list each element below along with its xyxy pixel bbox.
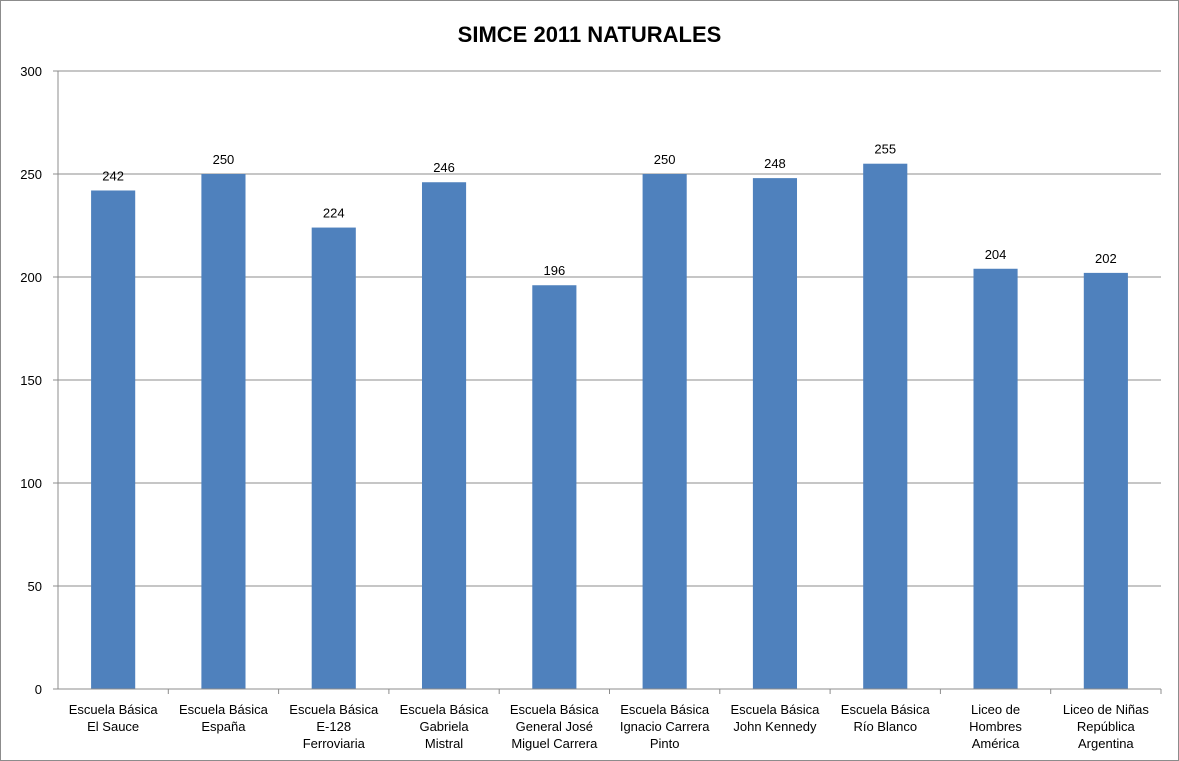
chart-title: SIMCE 2011 NATURALES [457,22,722,47]
data-label: 255 [874,142,896,157]
category-label-line: Escuela Básica [400,702,490,717]
category-label-line: Gabriela [419,719,469,734]
category-label: Escuela Básica Gabriela Mistral [400,702,490,751]
category-labels: Escuela Básica El Sauce Escuela Básica Espa… [69,702,1150,751]
data-label: 248 [764,156,786,171]
category-label-line: Hombres [969,719,1022,734]
data-label: 246 [433,160,455,175]
category-label: Escuela Básica John Kennedy [731,702,821,734]
bar [421,182,467,690]
bar [642,174,687,689]
bar [91,190,136,690]
category-label: Escuela Básica Río Blanco [841,702,931,734]
category-label-line: Liceo de [971,702,1020,717]
bar [973,268,1018,689]
y-tick-label: 50 [28,579,42,594]
bar [201,174,246,689]
category-label-line: Escuela Básica [510,702,600,717]
data-label: 204 [985,247,1007,262]
data-label: 250 [654,152,676,167]
category-label: Escuela Básica Ignacio Carrera Pinto [620,702,710,751]
category-label: Escuela Básica España [179,702,269,734]
y-tick-label: 100 [20,476,42,491]
bar [311,227,356,689]
y-tick-label: 200 [20,270,42,285]
category-label: Escuela Básica E-128 Ferroviaria [289,702,379,751]
category-label-line: E-128 [316,719,351,734]
category-label-line: Río Blanco [853,719,917,734]
category-label: Liceo de Hombres América [969,702,1022,751]
category-label-line: John Kennedy [733,719,817,734]
y-tick-label: 300 [20,64,42,79]
category-label-line: Escuela Básica [731,702,821,717]
y-tick-label: 250 [20,167,42,182]
data-labels: 242 250 224 246 196 250 248 255 204 202 [102,142,1116,279]
data-label: 242 [102,168,124,183]
category-label: Liceo de Niñas República Argentina [1063,702,1149,751]
category-label-line: América [972,736,1020,751]
bar [752,178,798,689]
bar [1083,272,1128,689]
bars [91,163,1128,690]
y-axis-ticks: 0 50 100 150 200 250 300 [20,64,42,697]
category-label-line: Escuela Básica [841,702,931,717]
category-label-line: Mistral [425,736,463,751]
category-label: Escuela Básica El Sauce [69,702,159,734]
category-label-line: España [201,719,246,734]
category-label-line: Ignacio Carrera [620,719,710,734]
category-label: Escuela Básica General José Miguel Carrera [510,702,600,751]
category-label-line: Pinto [650,736,680,751]
category-label-line: Ferroviaria [303,736,366,751]
category-label-line: Liceo de Niñas [1063,702,1149,717]
y-tick-label: 150 [20,373,42,388]
category-label-line: Escuela Básica [289,702,379,717]
data-label: 196 [543,263,565,278]
bar [532,285,577,689]
category-label-line: Miguel Carrera [511,736,598,751]
category-label-line: General José [516,719,593,734]
data-label: 224 [323,206,345,221]
y-tick-label: 0 [35,682,42,697]
category-label-line: Escuela Básica [179,702,269,717]
data-label: 202 [1095,251,1117,266]
bar [863,163,908,689]
category-label-line: Escuela Básica [620,702,710,717]
category-label-line: El Sauce [87,719,139,734]
data-label: 250 [213,152,235,167]
category-label-line: República [1077,719,1136,734]
category-label-line: Argentina [1078,736,1134,751]
category-label-line: Escuela Básica [69,702,159,717]
